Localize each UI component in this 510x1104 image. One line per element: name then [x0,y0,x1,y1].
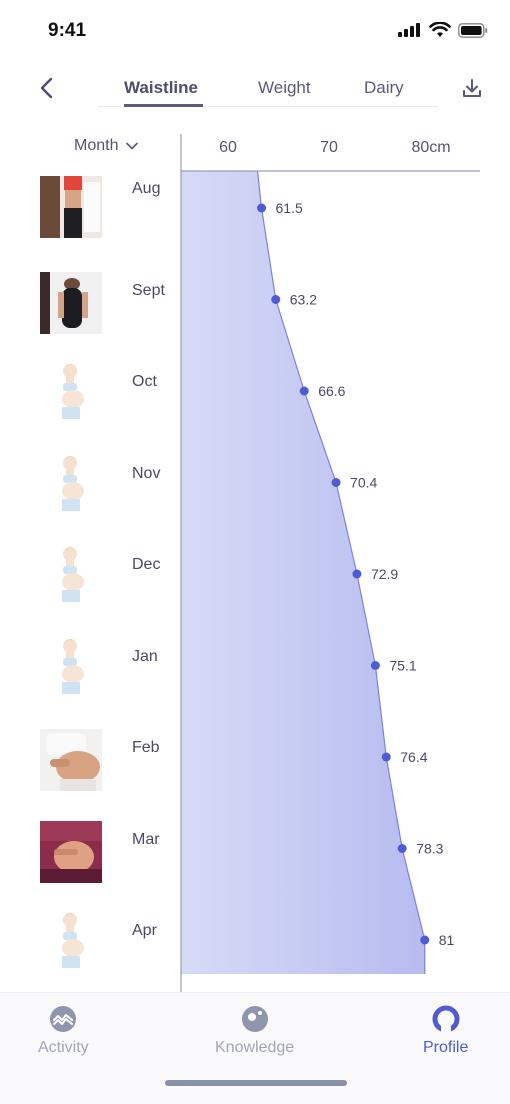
wifi-icon [429,22,451,37]
chevron-down-icon [126,142,139,150]
waistline-area [181,171,425,974]
tab-waistline[interactable]: Waistline [124,78,198,97]
tab-divider [98,106,438,107]
tab-knowledge[interactable]: Knowledge [215,1005,294,1057]
month-thumbnail[interactable] [40,729,102,791]
data-label: 75.1 [389,658,416,674]
cellular-signal-icon [398,23,420,37]
month-row-mar[interactable]: Mar [0,809,181,889]
tab-dairy[interactable]: Dairy [364,78,404,97]
month-row-apr[interactable]: Apr [0,900,181,980]
data-point[interactable] [381,752,391,762]
month-thumbnail[interactable] [40,450,102,513]
month-thumbnail[interactable] [40,820,102,883]
data-point[interactable] [299,386,309,396]
month-row-oct[interactable]: Oct [0,351,181,431]
data-label: 81 [439,932,455,948]
tab-profile-label: Profile [423,1039,469,1056]
tab-weight[interactable]: Weight [258,78,311,97]
month-thumbnail[interactable] [40,359,102,421]
chart-canvas: 60 70 80cm 61.5 63.2 66.6 70.4 72.9 75.1 76.4 7… [180,134,480,992]
month-row-jan[interactable]: Jan [0,626,181,706]
data-point[interactable] [352,569,362,579]
month-row-dec[interactable]: Dec [0,534,181,614]
tab-profile[interactable]: Profile [423,1005,468,1057]
status-bar: 9:41 [0,0,510,60]
month-row-nov[interactable]: Nov [0,443,181,523]
data-label: 76.4 [400,749,427,765]
data-point[interactable] [257,203,267,213]
nav-bar: Waistline Weight Dairy [0,64,510,112]
month-thumbnail[interactable] [40,908,102,970]
data-label: 66.6 [318,383,345,399]
month-label: Jan [132,647,158,665]
active-tab-indicator [124,104,203,107]
month-selector-label: Month [74,137,119,154]
month-label: Apr [132,922,157,939]
data-label: 72.9 [371,566,398,582]
data-label: 70.4 [350,475,377,491]
month-thumbnail[interactable] [40,542,102,604]
tab-knowledge-label: Knowledge [215,1039,295,1056]
waistline-chart: 60 70 80cm 61.5 63.2 66.6 70.4 72.9 75.1 76.4 7… [0,130,510,992]
x-tick-80: 80cm [411,139,450,156]
month-label: Nov [132,464,161,482]
month-label: Sept [132,281,165,299]
month-thumbnail[interactable] [40,633,102,696]
month-row-sept[interactable]: Sept [0,260,181,340]
month-thumbnail[interactable] [40,176,102,238]
battery-icon [458,22,488,38]
status-time: 9:41 [48,20,87,41]
tab-activity[interactable]: Activity [38,1005,89,1057]
month-label: Feb [132,739,160,756]
knowledge-icon [241,1006,268,1032]
data-label: 63.2 [290,292,317,308]
month-label: Aug [132,180,161,197]
back-arrow-icon[interactable] [34,74,62,102]
profile-icon [432,1005,460,1033]
x-tick-60: 60 [219,139,237,156]
month-selector[interactable]: Month [74,137,139,155]
month-thumbnail[interactable] [40,271,102,334]
status-icons [398,22,488,38]
month-label: Mar [132,830,160,848]
month-label: Dec [132,556,161,573]
data-label: 78.3 [416,841,443,857]
bottom-tab-bar: Activity Knowledge Profile [0,992,510,1104]
month-label: Oct [132,373,157,390]
data-point[interactable] [370,661,380,670]
month-row-aug[interactable]: Aug [0,168,181,248]
x-tick-70: 70 [320,139,338,156]
month-row-feb[interactable]: Feb [0,717,181,797]
tab-activity-label: Activity [38,1039,89,1056]
data-point[interactable] [397,844,407,853]
data-point[interactable] [331,478,341,487]
data-point[interactable] [420,935,430,945]
activity-icon [50,1006,77,1032]
data-point[interactable] [271,295,281,304]
download-icon[interactable] [460,76,484,100]
home-indicator [165,1080,347,1086]
data-label: 61.5 [276,200,303,216]
